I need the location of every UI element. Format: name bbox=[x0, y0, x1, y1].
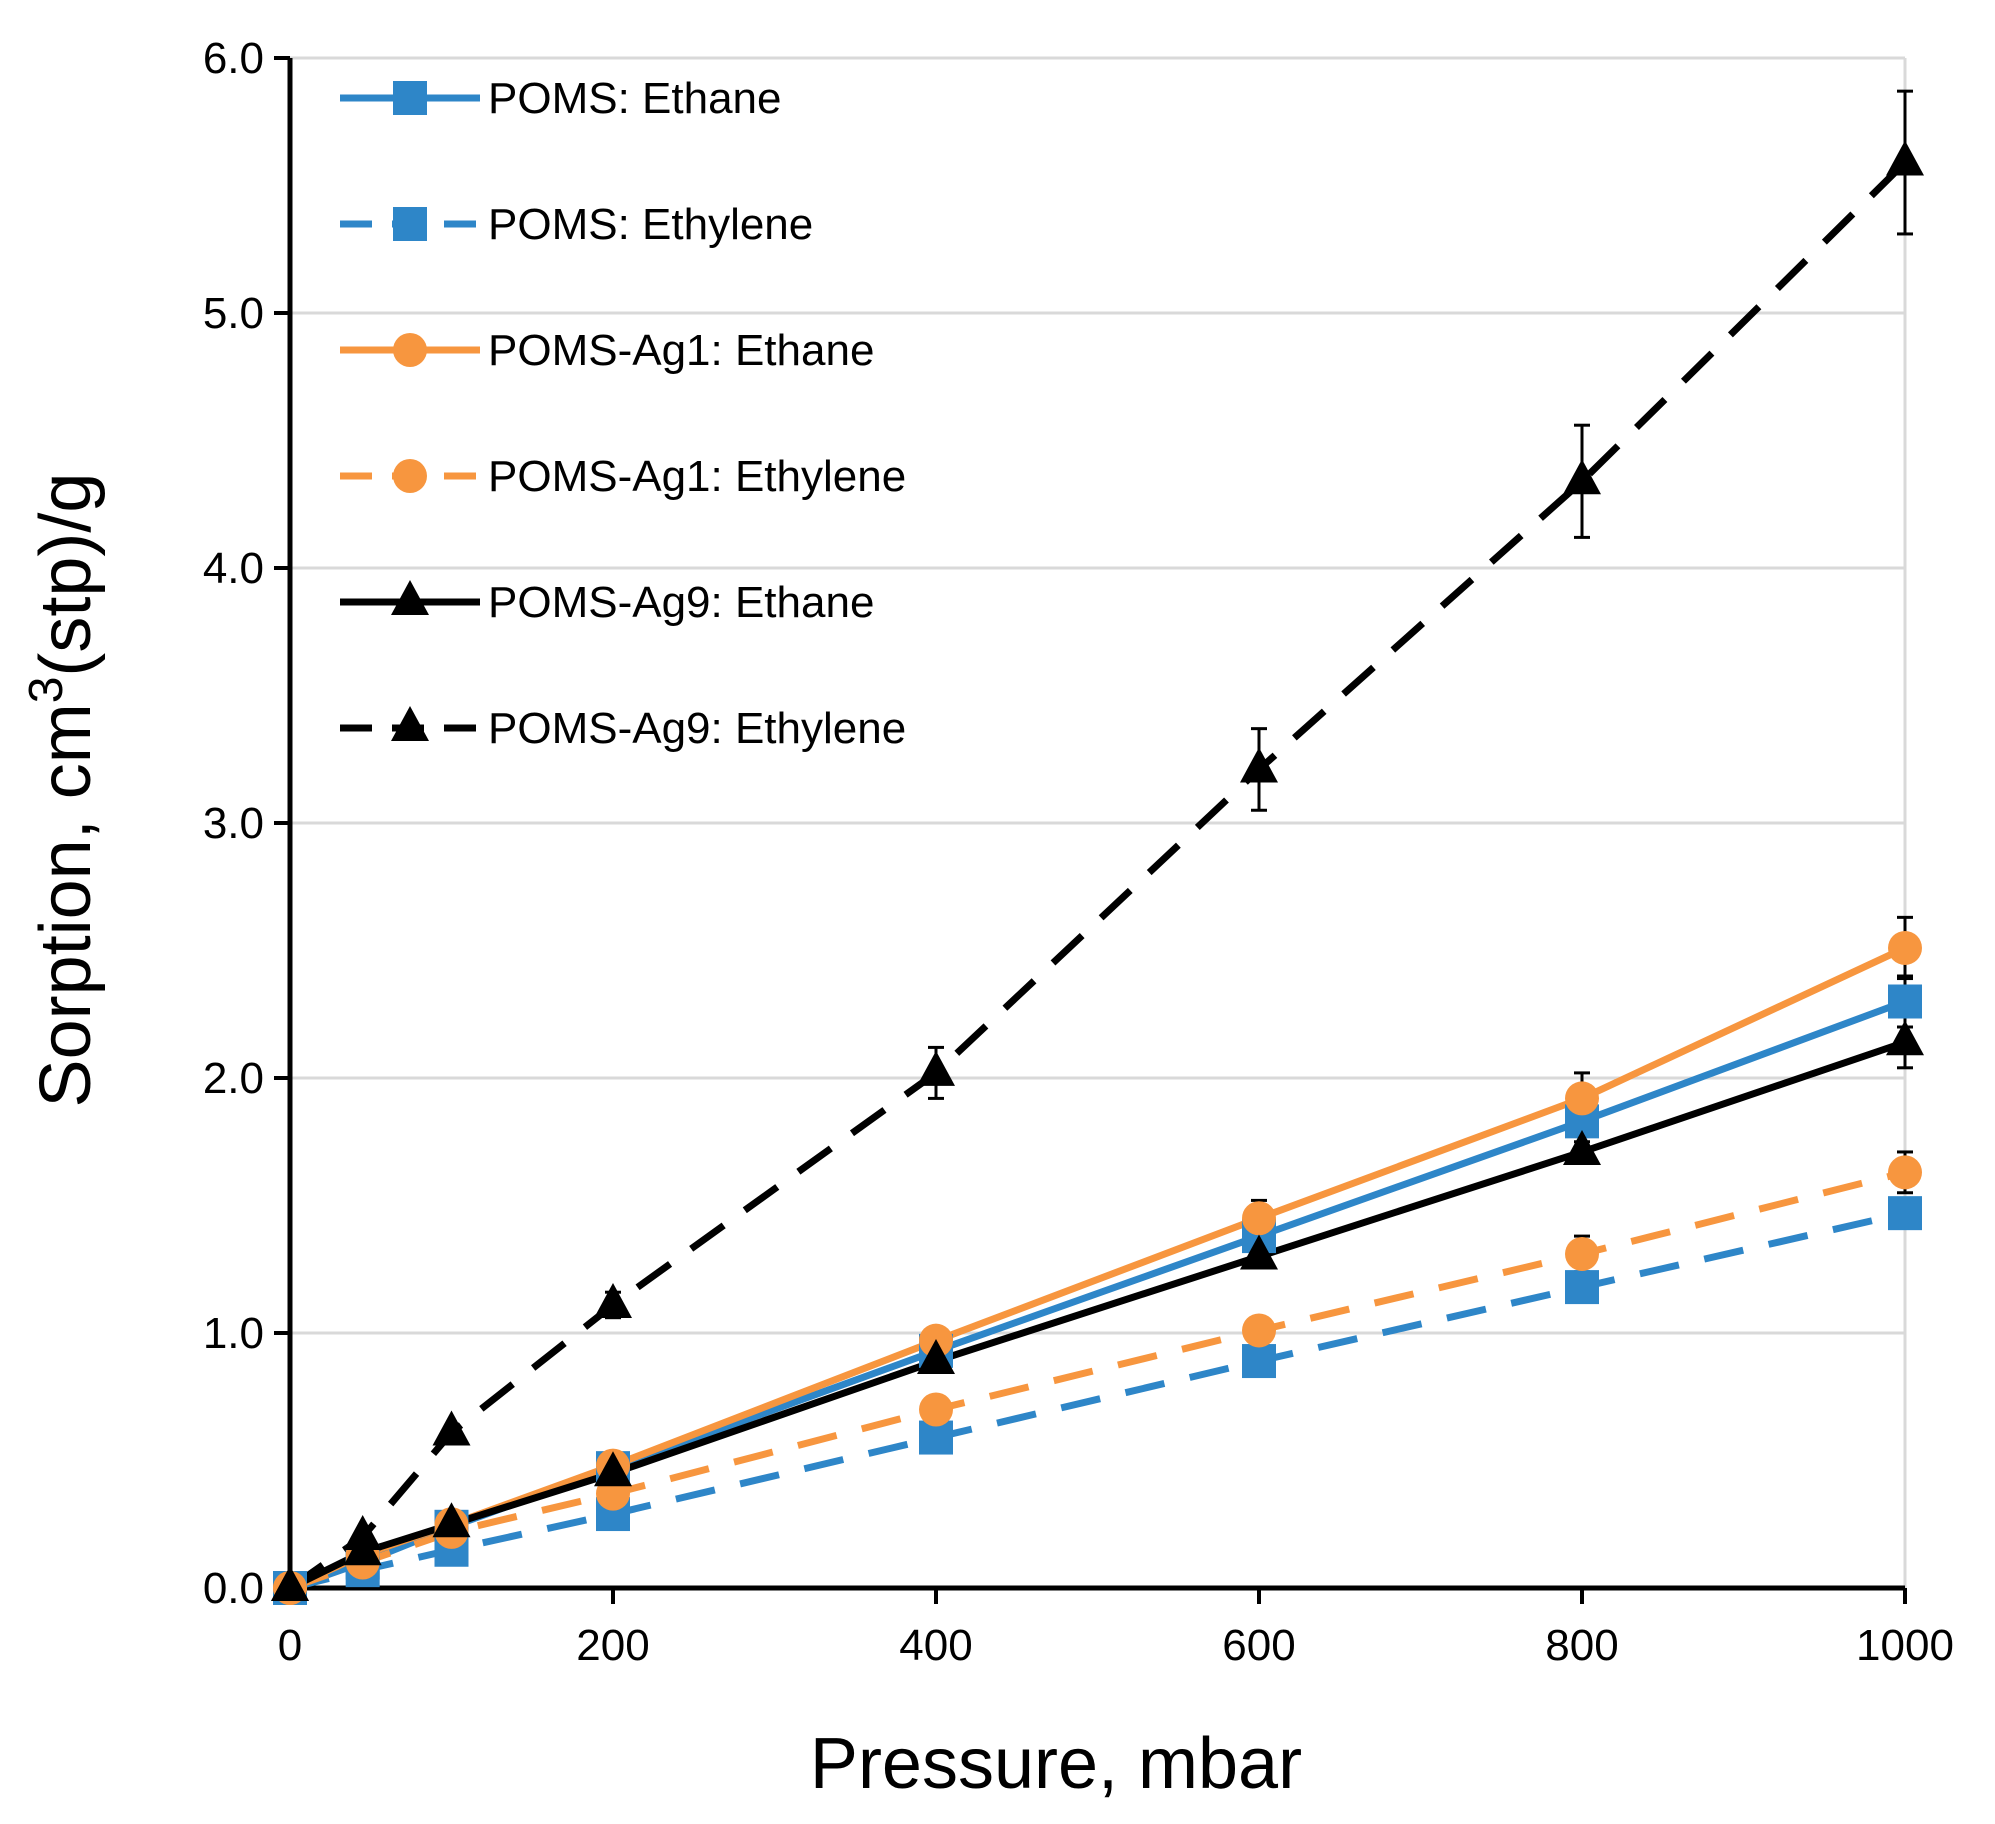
data-point-2-5 bbox=[1242, 1201, 1276, 1236]
data-point-5-7 bbox=[1886, 140, 1924, 176]
gridlines bbox=[290, 56, 1907, 1588]
data-point-4-4 bbox=[917, 1339, 955, 1375]
y-tick-label-5: 5.0 bbox=[203, 289, 264, 338]
data-point-3-6 bbox=[1565, 1236, 1599, 1271]
legend-marker-3 bbox=[393, 459, 427, 493]
data-point-1-6 bbox=[1565, 1270, 1599, 1305]
legend-marker-5 bbox=[391, 706, 429, 741]
y-axis-title-superscript: 3 bbox=[20, 677, 73, 704]
legend-label-3: POMS-Ag1: Ethylene bbox=[488, 452, 906, 501]
data-point-0-7 bbox=[1888, 984, 1922, 1019]
data-point-5-2 bbox=[432, 1410, 471, 1446]
x-tick-label-5: 1000 bbox=[1856, 1621, 1954, 1670]
y-tick-label-0: 0.0 bbox=[203, 1564, 264, 1613]
legend-label-4: POMS-Ag9: Ethane bbox=[488, 578, 874, 627]
data-point-3-7 bbox=[1888, 1155, 1922, 1190]
tick-labels: 0.0 1.0 2.0 3.0 4.0 5.0 6.0 0 200 400 600 800 1000 bbox=[203, 34, 1954, 1670]
data-point-5-0 bbox=[271, 1566, 309, 1601]
data-point-5-6 bbox=[1563, 459, 1601, 495]
legend-label-1: POMS: Ethylene bbox=[488, 200, 813, 249]
y-tick-label-1: 1.0 bbox=[203, 1309, 264, 1358]
legend-marker-1 bbox=[393, 207, 427, 241]
legend-marker-4 bbox=[391, 580, 429, 615]
data-point-3-4 bbox=[919, 1392, 953, 1427]
legend-label-2: POMS-Ag1: Ethane bbox=[488, 326, 874, 375]
y-axis-title-unit: (stp)/g bbox=[26, 473, 106, 677]
axes bbox=[274, 56, 1907, 1604]
y-tick-label-6: 6.0 bbox=[203, 34, 264, 83]
data-point-4-3 bbox=[594, 1451, 632, 1487]
x-tick-label-4: 800 bbox=[1545, 1621, 1618, 1670]
data-point-4-2 bbox=[432, 1502, 471, 1538]
data-point-4-6 bbox=[1563, 1129, 1601, 1165]
x-tick-label-2: 400 bbox=[899, 1621, 972, 1670]
x-tick-label-3: 600 bbox=[1222, 1621, 1295, 1670]
y-axis-title: Sorption, cm3(stp)/g bbox=[20, 473, 106, 1108]
data-point-2-7 bbox=[1888, 930, 1922, 965]
legend-label-0: POMS: Ethane bbox=[488, 74, 781, 123]
data-point-2-6 bbox=[1565, 1081, 1599, 1116]
legend-marker-0 bbox=[393, 81, 427, 115]
legend: POMS: Ethane POMS: Ethylene POMS-Ag1: Etha… bbox=[340, 74, 906, 753]
data-markers bbox=[271, 140, 1924, 1605]
data-point-5-4 bbox=[917, 1050, 955, 1086]
data-point-1-5 bbox=[1242, 1344, 1276, 1379]
data-point-1-7 bbox=[1888, 1196, 1922, 1231]
data-point-4-7 bbox=[1886, 1020, 1924, 1056]
data-point-5-1 bbox=[343, 1515, 382, 1550]
y-tick-label-2: 2.0 bbox=[203, 1054, 264, 1103]
legend-label-5: POMS-Ag9: Ethylene bbox=[488, 704, 906, 753]
series-line-5 bbox=[287, 160, 1908, 1591]
y-axis-title-main: Sorption, cm bbox=[26, 703, 106, 1107]
data-point-5-3 bbox=[594, 1282, 632, 1318]
legend-marker-2 bbox=[393, 333, 427, 367]
data-point-4-5 bbox=[1240, 1234, 1278, 1270]
x-axis-title: Pressure, mbar bbox=[810, 1724, 1302, 1804]
y-tick-label-4: 4.0 bbox=[203, 544, 264, 593]
x-tick-label-1: 200 bbox=[576, 1621, 649, 1670]
x-tick-label-0: 0 bbox=[278, 1621, 302, 1670]
data-point-5-5 bbox=[1240, 747, 1278, 783]
y-tick-label-3: 3.0 bbox=[203, 799, 264, 848]
data-point-3-5 bbox=[1242, 1313, 1276, 1348]
